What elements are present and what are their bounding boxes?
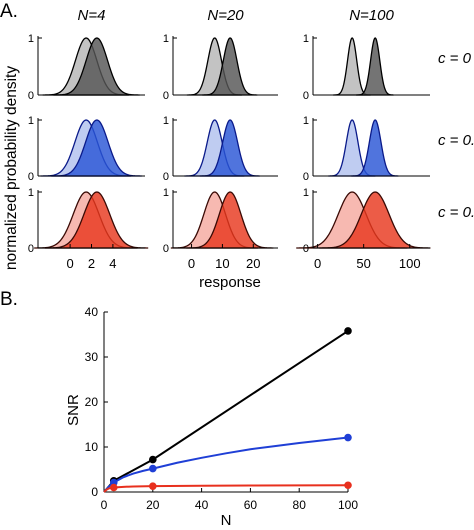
x-tick-label: 10 [215,256,229,271]
x-tick-label: 60 [244,498,258,512]
y-tick-label: 0 [303,243,309,255]
column-title: N=4 [78,7,106,24]
y-tick-label: 40 [85,305,99,319]
column-titles: N=4 N=20 N=100 [78,7,395,24]
x-tick-label: 4 [109,256,116,271]
y-tick-label: 0 [91,485,98,499]
data-point [344,433,352,442]
panel-b: B. 0 10 20 30 40 0 20 40 60 80 100 SNR N [0,289,358,529]
subplot: 100 50 100 [296,187,431,271]
panel-a: A. normalized probability density respon… [0,1,474,291]
x-tick-label: 100 [399,256,421,271]
column-title: N=100 [349,7,394,24]
subplot: 10 [28,115,145,183]
density-curve-high [53,37,140,96]
y-tick-label: 20 [85,395,99,409]
subplot: 100 2 4 [28,187,149,271]
x-tick-label: 0 [188,256,195,271]
density-curve-high [44,191,149,249]
subplot: 10 [28,33,145,102]
y-tick-label: 1 [28,33,34,45]
x-tick-label: 50 [356,256,370,271]
density-curve-high [202,37,258,96]
data-point [344,481,352,490]
snr-chart: 0 10 20 30 40 0 20 40 60 80 100 [85,305,359,512]
y-tick-label: 1 [163,115,169,127]
subplot: 100 10 20 [163,187,278,271]
panel-b-label: B. [0,289,18,310]
panel-a-x-axis-label: response [199,274,261,291]
y-tick-label: 0 [163,243,169,255]
row-labels: c = 0 c = 0.02 c = 0.2 [438,50,474,221]
y-tick-label: 1 [163,187,169,199]
data-point [344,327,352,335]
density-curve-high [51,119,142,177]
x-tick-label: 20 [146,498,160,512]
subplot: 10 [303,115,430,183]
panel-a-y-axis-label: normalized probability density [3,66,20,270]
column-title: N=20 [207,7,244,24]
y-tick-label: 0 [163,171,169,183]
y-tick-label: 1 [28,115,34,127]
data-point [109,483,118,492]
y-tick-label: 1 [303,33,309,45]
series-line [103,484,349,493]
y-tick-label: 0 [28,171,34,183]
y-tick-label: 1 [28,187,34,199]
density-curve-high [351,119,399,177]
x-tick-label: 0 [314,256,321,271]
x-tick-label: 0 [66,256,73,271]
row-label: c = 0.02 [438,132,474,149]
snr-y-axis-label: SNR [65,394,82,426]
density-curve-high [199,119,260,177]
subplot: 10 [163,115,278,183]
density-curve-high [319,191,431,249]
y-tick-label: 0 [303,171,309,183]
y-tick-label: 0 [163,90,169,102]
y-tick-label: 0 [28,90,34,102]
density-curve-high [356,37,394,96]
data-point [149,482,157,490]
x-tick-label: 100 [338,498,358,512]
y-tick-label: 1 [163,33,169,45]
x-tick-label: 80 [293,498,307,512]
panel-a-label: A. [0,1,18,22]
y-tick-label: 10 [85,440,99,454]
snr-x-axis-label: N [221,512,232,529]
row-label: c = 0 [438,50,472,67]
x-tick-label: 40 [195,498,209,512]
data-point [149,464,157,473]
subplot: 10 [163,33,278,102]
data-point [149,455,157,464]
x-tick-label: 20 [246,256,260,271]
row-label: c = 0.2 [438,204,474,221]
y-tick-label: 30 [85,350,99,364]
y-tick-label: 0 [28,243,34,255]
y-tick-label: 1 [303,187,309,199]
x-tick-label: 2 [88,256,95,271]
y-tick-label: 1 [303,115,309,127]
y-tick-label: 0 [303,90,309,102]
density-curve-high [186,191,274,249]
series-line [103,436,349,493]
subplot: 10 [303,33,430,102]
density-curve-low [333,37,371,96]
series-line [103,330,349,493]
x-tick-label: 0 [101,498,108,512]
